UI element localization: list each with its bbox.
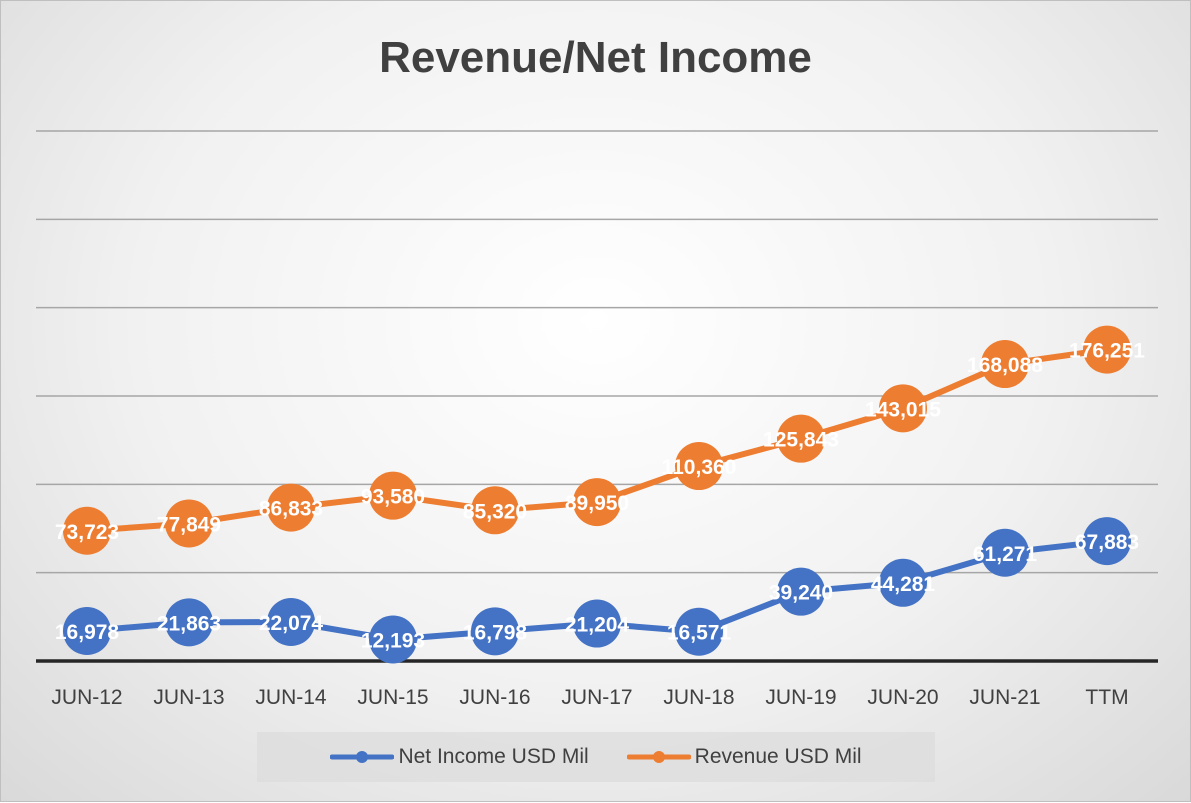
data-point-revenue [369, 471, 417, 520]
data-label-net-income: 16,571 [667, 622, 732, 645]
data-label-net-income: 22,074 [259, 612, 324, 635]
data-point-revenue [981, 340, 1029, 389]
data-label-net-income: 21,863 [157, 612, 221, 635]
legend-item-net-income: Net Income USD Mil [330, 745, 589, 769]
data-point-net-income [981, 528, 1029, 577]
x-tick-label: JUN-16 [459, 686, 530, 709]
data-label-net-income: 12,193 [361, 629, 425, 652]
data-point-net-income [165, 598, 213, 647]
data-point-revenue [267, 483, 315, 532]
data-label-net-income: 21,204 [565, 614, 630, 637]
data-label-revenue: 143,015 [865, 398, 941, 421]
data-label-revenue: 86,833 [259, 498, 323, 521]
x-tick-label: JUN-18 [663, 686, 734, 709]
data-point-net-income [879, 558, 927, 607]
data-label-net-income: 16,978 [55, 621, 120, 644]
data-point-net-income [1083, 517, 1131, 566]
data-point-revenue [777, 414, 825, 463]
data-point-revenue [879, 384, 927, 433]
legend-swatch-net-income [330, 751, 395, 763]
data-label-revenue: 168,088 [967, 354, 1043, 377]
data-point-revenue [471, 486, 519, 535]
x-tick-label: JUN-12 [51, 686, 122, 709]
x-tick-label: JUN-14 [255, 686, 327, 709]
data-point-net-income [777, 567, 825, 616]
data-label-revenue: 176,251 [1069, 340, 1145, 363]
data-point-net-income [471, 607, 519, 656]
x-tick-label: JUN-19 [765, 686, 836, 709]
x-tick-label: JUN-21 [969, 686, 1040, 709]
data-point-revenue [573, 478, 621, 527]
x-tick-label: JUN-20 [867, 686, 938, 709]
data-label-revenue: 85,320 [463, 500, 527, 523]
data-point-net-income [63, 607, 111, 656]
data-point-net-income [675, 607, 723, 656]
data-label-net-income: 67,883 [1075, 531, 1139, 554]
data-point-revenue [63, 506, 111, 555]
data-point-net-income [369, 615, 417, 664]
data-label-net-income: 44,281 [871, 573, 936, 596]
x-tick-label: JUN-15 [357, 686, 428, 709]
x-tick-label: TTM [1085, 686, 1128, 709]
data-label-revenue: 77,849 [157, 513, 221, 536]
data-label-revenue: 110,360 [662, 456, 737, 479]
data-label-revenue: 73,723 [55, 521, 119, 544]
legend-swatch-revenue [626, 751, 691, 763]
legend-label-net-income: Net Income USD Mil [398, 745, 589, 768]
data-label-net-income: 16,798 [463, 621, 528, 644]
data-label-net-income: 39,240 [769, 582, 833, 605]
data-label-revenue: 89,950 [565, 492, 629, 515]
legend-item-revenue: Revenue USD Mil [626, 745, 862, 769]
data-label-net-income: 61,271 [973, 543, 1038, 566]
data-point-net-income [573, 599, 621, 648]
legend-label-revenue: Revenue USD Mil [694, 745, 862, 768]
data-point-revenue [1083, 325, 1131, 374]
x-tick-label: JUN-13 [153, 686, 224, 709]
data-label-revenue: 125,843 [763, 429, 839, 452]
x-tick-label: JUN-17 [561, 686, 632, 709]
legend: Net Income USD Mil Revenue USD Mil [257, 732, 935, 782]
chart-title: Revenue/Net Income [379, 33, 812, 82]
data-label-revenue: 93,580 [361, 486, 425, 509]
data-point-revenue [675, 442, 723, 491]
data-point-revenue [165, 499, 213, 548]
data-point-net-income [267, 598, 315, 647]
